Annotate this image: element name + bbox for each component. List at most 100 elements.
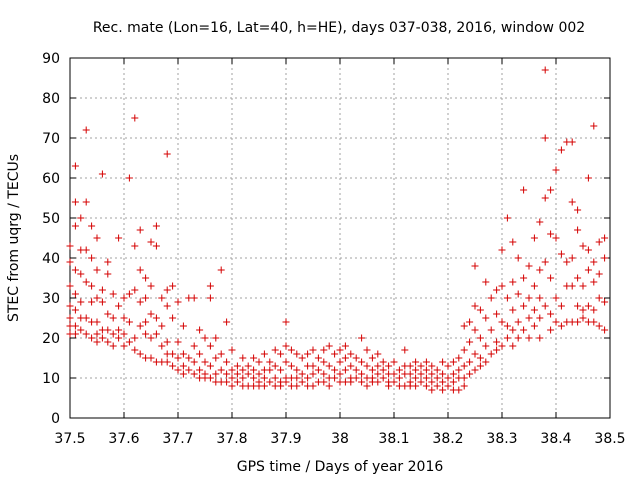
data-point bbox=[557, 322, 565, 330]
data-point bbox=[487, 326, 495, 334]
data-point bbox=[293, 374, 301, 382]
data-point bbox=[541, 134, 549, 142]
data-point bbox=[412, 382, 420, 390]
x-axis-label: GPS time / Days of year 2016 bbox=[237, 459, 444, 475]
data-point bbox=[541, 258, 549, 266]
data-point bbox=[520, 186, 528, 194]
data-point bbox=[325, 382, 333, 390]
data-point bbox=[579, 282, 587, 290]
data-point bbox=[93, 234, 101, 242]
data-point bbox=[552, 234, 560, 242]
y-tick-label: 90 bbox=[42, 51, 60, 67]
data-point bbox=[190, 294, 198, 302]
data-point bbox=[158, 294, 166, 302]
data-point bbox=[169, 362, 177, 370]
data-point bbox=[271, 362, 279, 370]
data-point bbox=[584, 302, 592, 310]
x-tick-label: 38.5 bbox=[594, 431, 625, 447]
data-point bbox=[320, 346, 328, 354]
data-point bbox=[444, 362, 452, 370]
data-point bbox=[233, 370, 241, 378]
data-point bbox=[433, 382, 441, 390]
data-point bbox=[260, 374, 268, 382]
data-point bbox=[93, 294, 101, 302]
data-point bbox=[88, 334, 96, 342]
data-point bbox=[223, 370, 231, 378]
data-point bbox=[595, 270, 603, 278]
data-point bbox=[147, 310, 155, 318]
data-point bbox=[239, 374, 247, 382]
data-point bbox=[536, 218, 544, 226]
data-point bbox=[498, 318, 506, 326]
data-point bbox=[547, 310, 555, 318]
data-point bbox=[206, 294, 214, 302]
data-point bbox=[142, 294, 150, 302]
data-point bbox=[584, 246, 592, 254]
data-point bbox=[471, 326, 479, 334]
data-point bbox=[444, 382, 452, 390]
data-point bbox=[206, 362, 214, 370]
data-point bbox=[131, 114, 139, 122]
x-tick-label: 38.3 bbox=[486, 431, 517, 447]
x-tick-label: 37.7 bbox=[162, 431, 193, 447]
data-point bbox=[304, 350, 312, 358]
data-point bbox=[358, 334, 366, 342]
data-point bbox=[568, 282, 576, 290]
data-point bbox=[131, 242, 139, 250]
data-point bbox=[147, 334, 155, 342]
data-point bbox=[536, 266, 544, 274]
data-point bbox=[422, 358, 430, 366]
data-point bbox=[98, 334, 106, 342]
data-point bbox=[514, 334, 522, 342]
data-point bbox=[250, 374, 258, 382]
data-point bbox=[77, 270, 85, 278]
data-point bbox=[368, 354, 376, 362]
data-point bbox=[487, 294, 495, 302]
data-point bbox=[574, 206, 582, 214]
data-point bbox=[358, 378, 366, 386]
data-point bbox=[309, 346, 317, 354]
data-point bbox=[547, 326, 555, 334]
data-point bbox=[417, 362, 425, 370]
data-point bbox=[212, 354, 220, 362]
data-point bbox=[385, 382, 393, 390]
data-point bbox=[71, 266, 79, 274]
y-tick-label: 0 bbox=[51, 411, 60, 427]
data-point bbox=[174, 366, 182, 374]
data-point bbox=[82, 314, 90, 322]
data-point bbox=[152, 330, 160, 338]
data-point bbox=[136, 266, 144, 274]
data-point bbox=[595, 238, 603, 246]
data-point bbox=[584, 266, 592, 274]
data-point bbox=[287, 346, 295, 354]
data-point bbox=[331, 374, 339, 382]
data-point bbox=[493, 346, 501, 354]
data-point bbox=[82, 278, 90, 286]
data-point bbox=[250, 354, 258, 362]
data-point bbox=[406, 362, 414, 370]
data-point bbox=[466, 318, 474, 326]
x-tick-labels: 37.5 37.6 37.7 37.8 37.9 38 38.1 38.2 38.3 38.4 38… bbox=[54, 431, 625, 447]
data-point bbox=[158, 322, 166, 330]
data-point bbox=[152, 242, 160, 250]
data-point bbox=[109, 290, 117, 298]
data-point bbox=[579, 242, 587, 250]
data-point bbox=[217, 366, 225, 374]
data-point bbox=[590, 306, 598, 314]
data-point bbox=[379, 374, 387, 382]
data-point bbox=[104, 310, 112, 318]
data-point bbox=[439, 378, 447, 386]
data-point bbox=[142, 274, 150, 282]
data-point bbox=[536, 314, 544, 322]
data-point bbox=[282, 318, 290, 326]
data-point bbox=[293, 366, 301, 374]
data-point bbox=[336, 358, 344, 366]
data-point bbox=[412, 358, 420, 366]
chart-title: Rec. mate (Lon=16, Lat=40, h=HE), days 0… bbox=[93, 20, 585, 36]
data-point bbox=[449, 370, 457, 378]
data-point bbox=[66, 258, 74, 266]
data-point bbox=[88, 298, 96, 306]
data-point bbox=[174, 298, 182, 306]
data-point bbox=[98, 286, 106, 294]
data-point bbox=[341, 354, 349, 362]
